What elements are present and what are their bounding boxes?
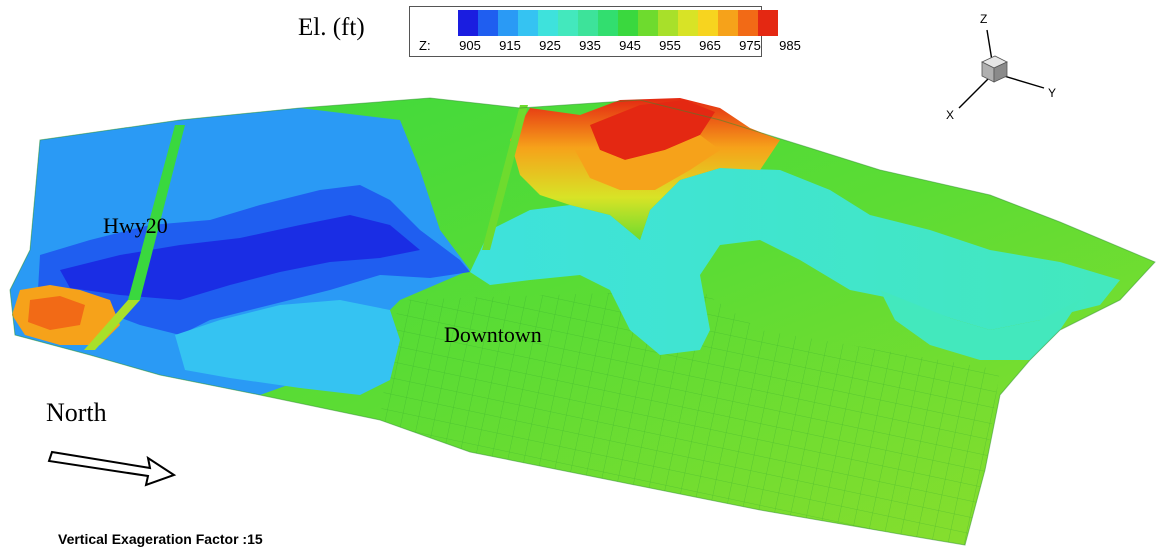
legend-swatch bbox=[558, 10, 578, 36]
vertical-exaggeration-label: Vertical Exageration Factor :15 bbox=[58, 531, 263, 547]
ridge-orange bbox=[575, 135, 720, 190]
legend-tick-label: 905 bbox=[459, 38, 481, 53]
legend-swatch bbox=[578, 10, 598, 36]
axis-x-label: X bbox=[946, 108, 955, 122]
legend-swatch bbox=[698, 10, 718, 36]
southwest-hill-peak bbox=[28, 296, 85, 330]
legend-variable-label: Z: bbox=[419, 38, 431, 53]
legend-swatch bbox=[678, 10, 698, 36]
legend-swatch bbox=[738, 10, 758, 36]
east-highway-embankment bbox=[482, 105, 528, 250]
terrain-outline bbox=[9, 97, 1156, 546]
east-floodplain bbox=[880, 290, 1080, 360]
downtown-street-grid bbox=[380, 290, 1000, 545]
legend-swatch bbox=[478, 10, 498, 36]
ridge-peak bbox=[590, 100, 715, 160]
legend-swatch bbox=[538, 10, 558, 36]
central-water bbox=[470, 168, 1120, 355]
legend-swatch bbox=[758, 10, 778, 36]
axes-cube-icon bbox=[981, 55, 1008, 83]
hwy20-embankment bbox=[128, 125, 185, 300]
legend-swatch bbox=[458, 10, 478, 36]
legend-swatch bbox=[518, 10, 538, 36]
floodplain bbox=[175, 300, 400, 395]
river-core bbox=[60, 215, 420, 300]
north-arrow-icon bbox=[47, 450, 177, 487]
color-scale-bar bbox=[458, 10, 778, 36]
legend-swatch bbox=[638, 10, 658, 36]
legend-tick-labels: 905 915 925 935 945 955 965 975 985 bbox=[450, 38, 810, 53]
legend-tick-label: 915 bbox=[499, 38, 521, 53]
axis-y-label: Y bbox=[1048, 86, 1057, 100]
downtown-label: Downtown bbox=[444, 322, 542, 347]
north-label: North bbox=[46, 398, 107, 427]
hwy20-label: Hwy20 bbox=[103, 213, 168, 238]
legend-swatch bbox=[658, 10, 678, 36]
axes-triad bbox=[958, 29, 1045, 109]
elevation-legend: Z: 905 915 925 935 945 955 965 975 985 bbox=[409, 6, 801, 57]
legend-swatch bbox=[498, 10, 518, 36]
hwy20-embankment-south bbox=[84, 300, 140, 350]
legend-tick-label: 925 bbox=[539, 38, 561, 53]
legend-swatch bbox=[618, 10, 638, 36]
legend-tick-label: 965 bbox=[699, 38, 721, 53]
legend-swatch bbox=[598, 10, 618, 36]
axis-z-label: Z bbox=[980, 12, 988, 26]
legend-tick-label: 985 bbox=[779, 38, 801, 53]
legend-title: El. (ft) bbox=[298, 14, 365, 41]
legend-tick-label: 975 bbox=[739, 38, 761, 53]
legend-swatch bbox=[718, 10, 738, 36]
legend-tick-label: 945 bbox=[619, 38, 641, 53]
legend-tick-label: 955 bbox=[659, 38, 681, 53]
legend-tick-label: 935 bbox=[579, 38, 601, 53]
